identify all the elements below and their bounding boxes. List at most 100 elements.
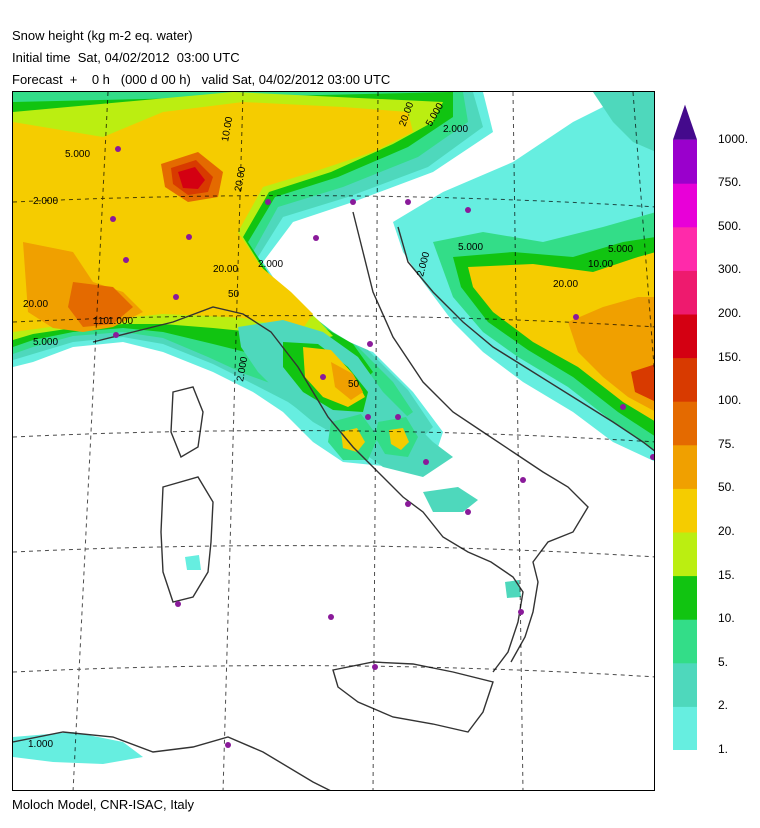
city-marker	[320, 374, 326, 380]
contour-label: 110	[93, 316, 109, 327]
contour-label: 2.000	[443, 124, 468, 135]
contour-label: 10.00	[588, 259, 613, 270]
city-marker	[186, 234, 192, 240]
coastline-sardinia	[160, 476, 214, 603]
contour-label: 5.000	[458, 242, 483, 253]
city-markers	[110, 146, 654, 748]
contour-label: 50	[228, 289, 240, 300]
snow-region-75	[68, 282, 133, 327]
contour-label: 5.000	[608, 244, 633, 255]
city-marker	[350, 199, 356, 205]
africa-patch	[13, 732, 143, 764]
graticule-lat-1	[13, 195, 654, 208]
legend-label: 50.	[718, 480, 735, 495]
city-marker	[367, 341, 373, 347]
city-marker	[175, 601, 181, 607]
city-marker	[405, 199, 411, 205]
coastline-corsica	[170, 386, 204, 459]
contour-label: 2.000	[33, 196, 58, 207]
contour-label: 20.00	[23, 299, 48, 310]
sardinia-patch	[185, 555, 201, 570]
city-marker	[115, 146, 121, 152]
legend-swatch	[673, 619, 697, 664]
balkan-region-100	[631, 364, 654, 402]
city-marker	[395, 414, 401, 420]
legend-label: 200.	[718, 306, 742, 320]
contour-label: 20.00	[213, 264, 238, 275]
contour-label: 2.000	[235, 356, 250, 383]
city-marker	[650, 454, 654, 460]
city-marker	[518, 609, 524, 615]
contour-label: 2.000	[258, 259, 283, 270]
snow-region-20	[13, 102, 413, 332]
legend-colorbar	[673, 104, 697, 750]
legend-label: 15.	[718, 567, 735, 582]
graticule-lat-5	[13, 665, 654, 678]
contour-label: 20.00	[553, 279, 578, 290]
legend-label: 75.	[718, 436, 735, 451]
legend-swatch	[673, 488, 697, 533]
legend-swatch	[673, 444, 697, 489]
city-marker	[405, 501, 411, 507]
contour-label: 10.00	[220, 116, 235, 143]
legend-swatch	[673, 270, 697, 315]
legend-swatch	[673, 357, 697, 402]
legend-label: 150.	[718, 349, 742, 364]
apennine-spot-2-core	[389, 428, 409, 450]
coastline-italy-east	[352, 211, 589, 663]
balkan-region-1-north	[593, 92, 654, 152]
graticule	[13, 92, 654, 790]
coastline-sicily	[332, 661, 494, 733]
legend-label: 1.	[718, 742, 729, 756]
city-marker	[265, 199, 271, 205]
coastlines	[13, 211, 654, 790]
graticule-lon-5	[632, 92, 654, 373]
contour-label: 5.000	[33, 337, 58, 348]
city-marker	[313, 235, 319, 241]
contour-label: 1.000	[28, 739, 53, 750]
legend-swatch	[673, 183, 697, 228]
south-patch-2	[505, 580, 521, 598]
city-marker	[365, 414, 371, 420]
legend-label: 100.	[718, 393, 742, 408]
coastline-africa	[13, 731, 331, 790]
apennine-spot-1-core	[341, 428, 365, 452]
contour-label: 5.000	[65, 149, 90, 160]
legend-label: 1000.	[718, 131, 749, 146]
snow-map-svg: 20.00 5.000 2.000 10.00 20.00 5.000 2.00…	[13, 92, 654, 790]
legend-swatch	[673, 226, 697, 271]
chart-title: Snow height (kg m-2 eq. water)	[12, 28, 193, 43]
city-marker	[123, 257, 129, 263]
legend-arrow	[673, 104, 697, 140]
legend-swatch	[673, 401, 697, 446]
snow-map: 20.00 5.000 2.000 10.00 20.00 5.000 2.00…	[12, 91, 655, 791]
contour-label: 1.000	[108, 316, 133, 327]
contour-label: 50	[348, 379, 360, 390]
initial-time-label: Initial time Sat, 04/02/2012 03:00 UTC	[12, 50, 240, 65]
city-marker	[465, 509, 471, 515]
legend-swatch	[673, 139, 697, 184]
graticule-lat-3	[13, 430, 654, 443]
graticule-lon-1	[72, 92, 109, 790]
legend-swatch	[673, 706, 697, 750]
city-marker	[110, 216, 116, 222]
city-marker	[423, 459, 429, 465]
coastline-balkans	[397, 226, 654, 452]
city-marker	[173, 294, 179, 300]
legend-label: 750.	[718, 175, 742, 190]
legend-label: 500.	[718, 218, 742, 233]
city-marker	[620, 404, 626, 410]
legend-label: 5.	[718, 654, 729, 669]
legend-label: 20.	[718, 524, 735, 538]
legend-label: 300.	[718, 262, 742, 277]
model-credit: Moloch Model, CNR-ISAC, Italy	[12, 797, 195, 812]
city-marker	[573, 314, 579, 320]
city-marker	[328, 614, 334, 620]
legend-label: 10.	[718, 611, 735, 626]
apennine-region-50	[331, 362, 363, 400]
city-marker	[113, 332, 119, 338]
legend-swatch	[673, 314, 697, 359]
forecast-label: Forecast + 0 h (000 d 00 h) valid Sat, 0…	[12, 72, 391, 87]
graticule-lat-4	[13, 545, 654, 558]
contour-label: 20.00	[233, 166, 248, 193]
